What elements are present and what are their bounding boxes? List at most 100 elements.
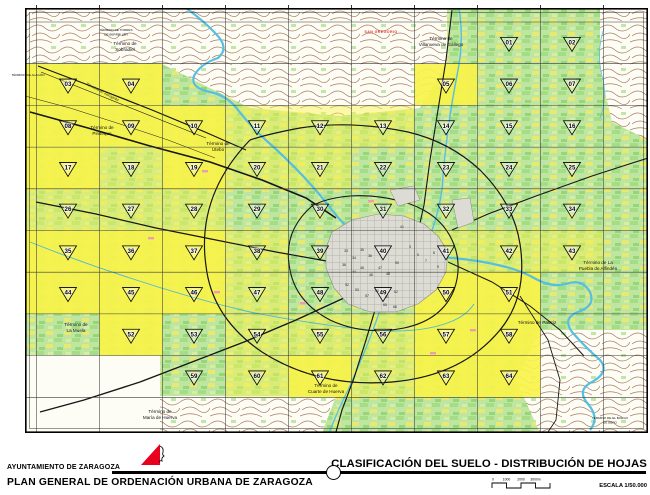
sheet-highlight-26 xyxy=(25,188,100,231)
sheet-10[interactable]: 10 xyxy=(184,120,204,136)
sheet-05[interactable]: 05 xyxy=(436,78,456,94)
sheet-34[interactable]: 34 xyxy=(562,203,582,219)
sheet-57[interactable]: 57 xyxy=(436,328,456,345)
sheet-42[interactable]: 42 xyxy=(499,245,519,261)
sheet-48[interactable]: 48 xyxy=(310,287,330,303)
scale-bar: 0 1000 2000 3000m xyxy=(491,478,551,489)
sheet-22[interactable]: 22 xyxy=(373,162,393,178)
sheet-number: 07 xyxy=(569,81,576,88)
sheet-60[interactable]: 60 xyxy=(247,370,267,386)
sheet-11[interactable]: 11 xyxy=(247,120,267,136)
road-line xyxy=(519,295,561,433)
road-line xyxy=(29,111,337,219)
sheet-25[interactable]: 25 xyxy=(562,162,582,178)
sheet-36[interactable]: 36 xyxy=(121,245,141,261)
sheet-15[interactable]: 15 xyxy=(499,120,519,136)
sheet-20[interactable]: 20 xyxy=(247,162,267,178)
sheet-highlight-43 xyxy=(540,230,604,273)
sheet-43[interactable]: 43 xyxy=(562,245,582,261)
road-line xyxy=(37,65,247,151)
sheet-number: 02 xyxy=(569,39,576,46)
org-name: AYUNTAMIENTO DE ZARAGOZA xyxy=(7,464,121,471)
sheet-highlight-05 xyxy=(414,63,478,106)
sheet-26[interactable]: 26 xyxy=(58,203,78,219)
sheet-63[interactable]: 63 xyxy=(436,370,456,386)
sheet-28[interactable]: 28 xyxy=(184,203,204,219)
sheet-14[interactable]: 14 xyxy=(436,120,456,136)
sheet-37[interactable]: 37 xyxy=(184,245,204,261)
sheet-triangle xyxy=(247,287,267,303)
sheet-58[interactable]: 58 xyxy=(499,328,519,345)
sheet-13[interactable]: 13 xyxy=(373,120,393,136)
sheet-highlight-60 xyxy=(225,355,289,398)
sheet-number: 48 xyxy=(317,290,324,297)
sheet-12[interactable]: 12 xyxy=(310,120,330,136)
sheet-number: 35 xyxy=(65,248,72,255)
sheet-27[interactable]: 27 xyxy=(121,203,141,219)
sheet-04[interactable]: 04 xyxy=(121,78,141,94)
sheet-number: 16 xyxy=(569,123,576,130)
urban-plot-number: 3 xyxy=(409,245,411,249)
sheet-triangle xyxy=(436,328,456,345)
sheet-29[interactable]: 29 xyxy=(247,203,267,219)
sheet-02[interactable]: 02 xyxy=(562,36,582,53)
sheet-32[interactable]: 32 xyxy=(436,203,456,219)
sheet-62[interactable]: 62 xyxy=(373,370,393,386)
sheet-53[interactable]: 53 xyxy=(184,328,204,345)
sheet-triangle xyxy=(58,162,78,178)
sheet-59[interactable]: 59 xyxy=(184,370,204,386)
sheet-40[interactable]: 40 xyxy=(373,245,393,261)
sheet-18[interactable]: 18 xyxy=(121,162,141,178)
sheet-06[interactable]: 06 xyxy=(499,78,519,94)
sheet-31[interactable]: 31 xyxy=(373,203,393,219)
sheet-number: 22 xyxy=(380,164,387,171)
sheet-number: 17 xyxy=(65,164,72,171)
sheet-54[interactable]: 54 xyxy=(247,328,267,345)
road-line xyxy=(203,124,523,384)
sheet-64[interactable]: 64 xyxy=(499,370,519,386)
sheet-17[interactable]: 17 xyxy=(58,162,78,178)
sheet-19[interactable]: 19 xyxy=(184,162,204,178)
sheet-highlight-21 xyxy=(288,147,352,189)
sheet-number: 40 xyxy=(380,248,387,255)
sheet-55[interactable]: 55 xyxy=(310,328,330,345)
sheet-35[interactable]: 35 xyxy=(58,245,78,261)
sheet-16[interactable]: 16 xyxy=(562,120,582,136)
sheet-01[interactable]: 01 xyxy=(499,36,519,53)
sheet-triangle xyxy=(247,245,267,261)
sheet-highlight-11 xyxy=(225,105,289,148)
urban-plot-number: 41 xyxy=(400,225,404,229)
sheet-56[interactable]: 56 xyxy=(373,328,393,345)
sheet-41[interactable]: 41 xyxy=(436,245,456,261)
sheet-38[interactable]: 38 xyxy=(247,245,267,261)
sheet-07[interactable]: 07 xyxy=(562,78,582,94)
sheet-61[interactable]: 61 xyxy=(310,370,330,386)
sheet-47[interactable]: 47 xyxy=(247,287,267,303)
sheet-24[interactable]: 24 xyxy=(499,162,519,178)
sheet-33[interactable]: 33 xyxy=(499,203,519,219)
sheet-50[interactable]: 50 xyxy=(436,287,456,303)
sheet-30[interactable]: 30 xyxy=(310,203,330,219)
sheet-number: 59 xyxy=(191,373,198,380)
sheet-08[interactable]: 08 xyxy=(58,120,78,136)
sheet-triangle xyxy=(436,120,456,136)
sheet-49[interactable]: 49 xyxy=(373,287,393,303)
sheet-39[interactable]: 39 xyxy=(310,245,330,261)
sheet-triangle xyxy=(562,36,582,53)
sheet-number: 43 xyxy=(569,248,576,255)
map-title: CLASIFICACIÓN DEL SUELO - DISTRIBUCIÓN D… xyxy=(331,458,647,470)
sheet-51[interactable]: 51 xyxy=(499,287,519,303)
sheet-46[interactable]: 46 xyxy=(184,287,204,303)
sheet-triangle xyxy=(436,162,456,178)
sheet-triangle xyxy=(499,36,519,53)
sheet-52[interactable]: 52 xyxy=(121,328,141,345)
sheet-44[interactable]: 44 xyxy=(58,287,78,303)
sheet-number: 57 xyxy=(443,331,450,338)
sheet-45[interactable]: 45 xyxy=(121,287,141,303)
sheet-triangle xyxy=(499,78,519,94)
sheet-21[interactable]: 21 xyxy=(310,162,330,178)
sheet-23[interactable]: 23 xyxy=(436,162,456,178)
sheet-03[interactable]: 03 xyxy=(58,78,78,94)
urban-plot-number: 66 xyxy=(393,305,397,309)
sheet-09[interactable]: 09 xyxy=(121,120,141,136)
